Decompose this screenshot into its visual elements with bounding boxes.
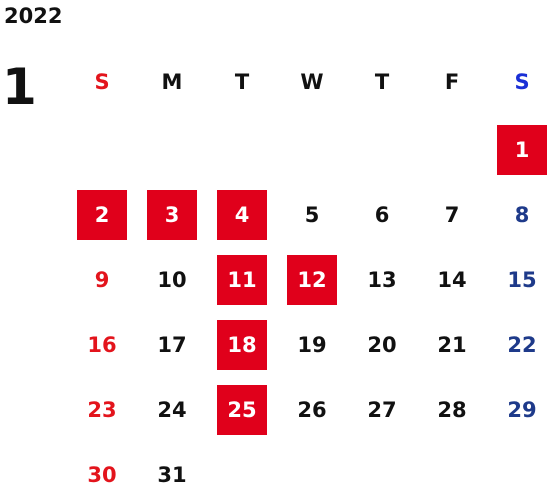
day-cell-9[interactable]: 9	[94, 268, 110, 292]
day-cell-28[interactable]: 28	[437, 398, 467, 422]
day-cell-23[interactable]: 23	[87, 398, 117, 422]
day-cell-7[interactable]: 7	[444, 203, 460, 227]
day-cell-27[interactable]: 27	[367, 398, 397, 422]
day-cell-14[interactable]: 14	[437, 268, 467, 292]
day-cell-30[interactable]: 30	[87, 463, 117, 487]
day-cell-2[interactable]: 2	[77, 190, 127, 240]
month-number: 1	[2, 58, 37, 116]
day-cell-17[interactable]: 17	[157, 333, 187, 357]
day-cell-13[interactable]: 13	[367, 268, 397, 292]
weekday-header-4: T	[374, 70, 390, 94]
day-cell-22[interactable]: 22	[507, 333, 537, 357]
day-cell-11[interactable]: 11	[217, 255, 267, 305]
day-cell-25[interactable]: 25	[217, 385, 267, 435]
day-cell-16[interactable]: 16	[87, 333, 117, 357]
day-cell-31[interactable]: 31	[157, 463, 187, 487]
day-cell-29[interactable]: 29	[507, 398, 537, 422]
day-cell-3[interactable]: 3	[147, 190, 197, 240]
day-cell-21[interactable]: 21	[437, 333, 467, 357]
weekday-header-2: T	[234, 70, 250, 94]
day-cell-6[interactable]: 6	[374, 203, 390, 227]
day-cell-19[interactable]: 19	[297, 333, 327, 357]
year-label: 2022	[4, 4, 63, 28]
day-cell-1[interactable]: 1	[497, 125, 547, 175]
day-cell-8[interactable]: 8	[514, 203, 530, 227]
day-cell-4[interactable]: 4	[217, 190, 267, 240]
day-cell-5[interactable]: 5	[304, 203, 320, 227]
day-cell-12[interactable]: 12	[287, 255, 337, 305]
weekday-header-5: F	[444, 70, 460, 94]
day-cell-24[interactable]: 24	[157, 398, 187, 422]
day-cell-10[interactable]: 10	[157, 268, 187, 292]
day-cell-26[interactable]: 26	[297, 398, 327, 422]
day-cell-15[interactable]: 15	[507, 268, 537, 292]
weekday-header-0: S	[94, 70, 110, 94]
weekday-header-1: M	[161, 70, 183, 94]
day-cell-20[interactable]: 20	[367, 333, 397, 357]
weekday-header-3: W	[300, 70, 324, 94]
weekday-header-6: S	[514, 70, 530, 94]
day-cell-18[interactable]: 18	[217, 320, 267, 370]
